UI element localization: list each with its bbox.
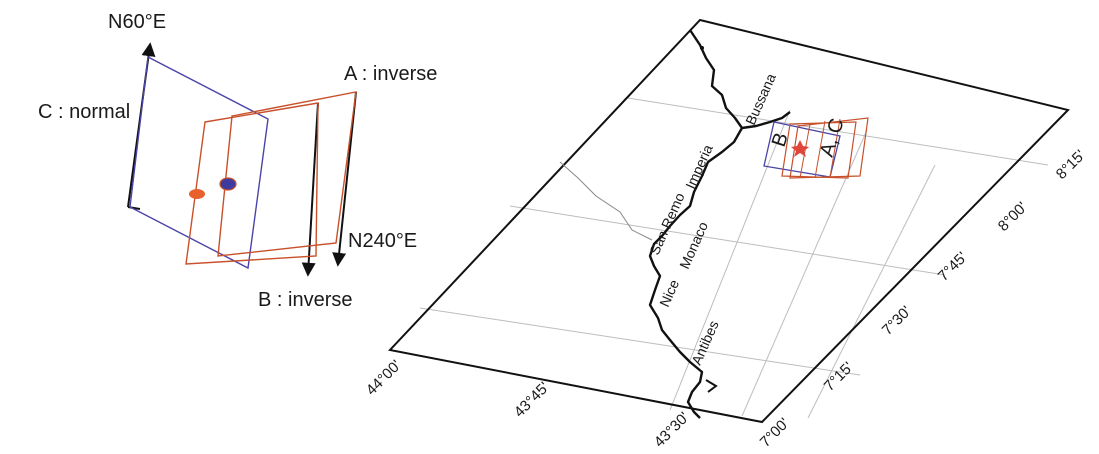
fault-plane-diagram: N60°E N240°E A : inverse B : inverse C :… <box>38 11 437 311</box>
small-island-marker <box>700 46 704 50</box>
lon-tick-7-30: 7°30' <box>879 303 915 339</box>
border-line <box>559 161 653 241</box>
fault-plane-a <box>217 91 357 257</box>
label-plane-b: B : inverse <box>258 289 352 311</box>
strike-arrow-n240-a <box>332 91 357 267</box>
map-fault-inset: B A, C <box>763 116 869 179</box>
inset-label-ac: A, C <box>816 116 849 160</box>
label-strike-n240: N240°E <box>348 230 417 252</box>
place-nice: Nice <box>656 277 682 309</box>
fault-plane-c <box>129 55 269 270</box>
inset-plane-a <box>789 117 869 179</box>
coast-detail-near-antibes <box>705 379 718 393</box>
lon-tick-8-00: 8°00' <box>995 199 1031 235</box>
place-san-remo: San Remo <box>646 190 688 257</box>
epicenter-star <box>791 140 809 157</box>
place-monaco: Monaco <box>676 219 711 271</box>
lon-tick-8-15: 8°15' <box>1053 147 1089 183</box>
lat-tick-43-30: 43°30' <box>651 409 693 451</box>
lat-tick-43-45: 43°45' <box>511 379 553 421</box>
fault-plane-b <box>185 102 319 265</box>
map-frame <box>388 18 1070 424</box>
map-panel: B A, C Bussana Imperia San Remo Monaco N… <box>363 18 1089 451</box>
label-strike-n60: N60°E <box>108 11 166 33</box>
inset-plane-b <box>781 121 857 179</box>
lon-tick-7-45: 7°45' <box>935 249 971 285</box>
place-antibes: Antibes <box>688 318 722 367</box>
lon-tick-7-15: 7°15' <box>821 359 857 395</box>
lat-tick-44-00: 44°00' <box>363 357 405 399</box>
inset-label-b: B <box>768 130 793 149</box>
place-imperia: Imperia <box>682 142 716 191</box>
coastline <box>648 29 791 419</box>
hypocenter-marker-orange <box>189 189 205 199</box>
label-plane-c: C : normal <box>38 101 130 123</box>
hypocenter-marker-blue <box>219 177 237 191</box>
lon-tick-7-00: 7°00' <box>757 415 793 451</box>
label-plane-a: A : inverse <box>344 63 437 85</box>
